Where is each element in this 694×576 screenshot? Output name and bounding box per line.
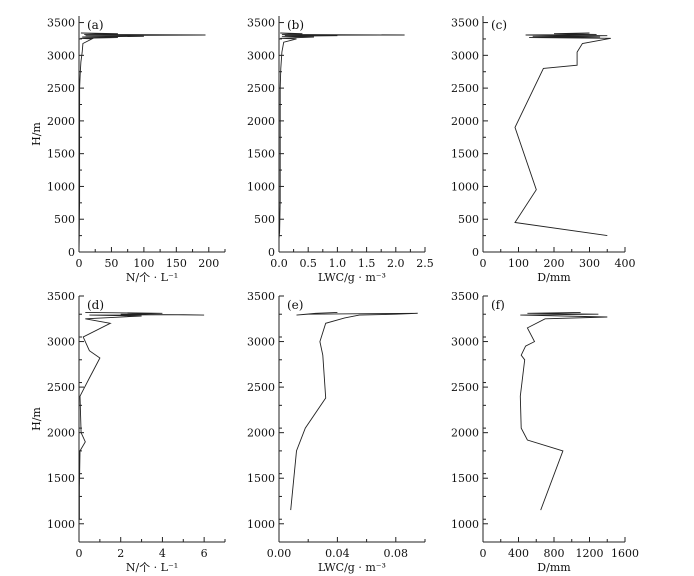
y-tick-label: 3000	[451, 49, 479, 62]
y-tick-label: 3500	[47, 290, 75, 303]
y-tick-label: 1000	[451, 180, 479, 193]
y-tick-label: 1000	[247, 518, 275, 531]
y-tick-label: 1500	[247, 148, 275, 161]
y-tick-label: 2000	[451, 115, 479, 128]
x-tick-label: 0.5	[299, 257, 317, 270]
x-tick-label: 0	[76, 257, 83, 270]
y-tick-label: 2500	[47, 381, 75, 394]
x-tick-label: 150	[166, 257, 187, 270]
x-tick-label: 0.08	[384, 547, 409, 560]
y-tick-label: 500	[254, 213, 275, 226]
x-tick-label: 2.5	[416, 257, 434, 270]
profile-line	[78, 32, 206, 253]
y-tick-label: 2500	[247, 381, 275, 394]
y-tick-label: 0	[472, 246, 479, 259]
y-tick-label: 500	[458, 213, 479, 226]
y-tick-label: 2500	[247, 82, 275, 95]
x-tick-label: 0.0	[270, 257, 288, 270]
x-axis-title: N/个 · L⁻¹	[126, 271, 178, 284]
x-tick-label: 50	[104, 257, 118, 270]
panel-1: 0 500 1000 1500 2000 2500 3000 3500 0 50 100 150 200…	[30, 16, 226, 284]
y-tick-label: 3500	[451, 290, 479, 303]
profile-line	[514, 32, 611, 237]
x-tick-label: 300	[579, 257, 600, 270]
x-tick-label: 800	[544, 547, 565, 560]
y-tick-label: 2000	[247, 427, 275, 440]
panel-3: 0 500 1000 1500 2000 2500 3000 3500 0 100 200 300 40…	[451, 16, 636, 284]
x-tick-label: 400	[508, 547, 529, 560]
y-tick-label: 1000	[47, 518, 75, 531]
x-tick-label: 200	[544, 257, 565, 270]
y-tick-label: 3500	[451, 17, 479, 30]
x-tick-label: 4	[159, 547, 166, 560]
y-tick-label: 500	[54, 213, 75, 226]
x-axis-title: LWC/g · m⁻³	[318, 271, 386, 284]
y-tick-label: 1500	[451, 148, 479, 161]
y-tick-label: 1000	[47, 180, 75, 193]
x-tick-label: 100	[508, 257, 529, 270]
y-tick-label: 3000	[451, 336, 479, 349]
panel-2: 0 500 1000 1500 2000 2500 3000 3500 0.0 0.5 1.0 1.5…	[247, 16, 434, 284]
x-tick-label: 1600	[611, 547, 639, 560]
y-tick-label: 2000	[247, 115, 275, 128]
profile-line	[290, 311, 418, 511]
panel-4: 1000 1500 2000 2500 3000 3500 0 2 4 6 (d) N/个 · L⁻¹…	[30, 290, 226, 574]
y-tick-label: 1000	[247, 180, 275, 193]
y-tick-label: 2500	[47, 82, 75, 95]
panel-6: 1000 1500 2000 2500 3000 3500 0 400 800 1200 1600 (…	[451, 290, 639, 574]
y-tick-label: 2000	[47, 115, 75, 128]
profile-line	[78, 311, 205, 520]
x-axis-title: LWC/g · m⁻³	[318, 561, 386, 574]
x-axis-title: D/mm	[537, 561, 571, 574]
x-axis-title: D/mm	[537, 271, 571, 284]
panel-label: (e)	[287, 298, 303, 312]
x-tick-label: 400	[615, 257, 636, 270]
y-tick-label: 3500	[247, 17, 275, 30]
x-tick-label: 2.0	[387, 257, 405, 270]
y-axis-title: H/m	[30, 407, 43, 431]
y-tick-label: 3500	[47, 17, 75, 30]
y-tick-label: 1500	[47, 472, 75, 485]
x-tick-label: 0	[480, 547, 487, 560]
x-axis-title: N/个 · L⁻¹	[126, 561, 178, 574]
x-tick-label: 0.00	[267, 547, 292, 560]
y-tick-label: 2000	[47, 427, 75, 440]
panel-label: (d)	[87, 298, 104, 312]
y-tick-label: 3000	[247, 336, 275, 349]
x-tick-label: 1.5	[358, 257, 376, 270]
y-tick-label: 1500	[451, 472, 479, 485]
profile-line	[519, 311, 608, 511]
x-tick-label: 2	[117, 547, 124, 560]
y-tick-label: 3000	[47, 336, 75, 349]
panel-label: (a)	[87, 18, 104, 32]
panel-5: 1000 1500 2000 2500 3000 3500 0.00 0.04 0.08 (e) L…	[247, 290, 426, 574]
y-tick-label: 2500	[451, 82, 479, 95]
panel-label: (c)	[491, 18, 507, 32]
x-tick-label: 0	[480, 257, 487, 270]
y-tick-label: 3000	[47, 49, 75, 62]
panel-label: (f)	[491, 298, 505, 312]
y-tick-label: 0	[268, 246, 275, 259]
x-tick-label: 200	[198, 257, 219, 270]
x-tick-label: 1200	[576, 547, 604, 560]
y-tick-label: 3000	[247, 49, 275, 62]
y-tick-label: 1500	[247, 472, 275, 485]
x-tick-label: 100	[133, 257, 154, 270]
y-tick-label: 2500	[451, 381, 479, 394]
y-tick-label: 3500	[247, 290, 275, 303]
profile-line	[278, 32, 405, 239]
panel-label: (b)	[287, 18, 304, 32]
y-tick-label: 2000	[451, 427, 479, 440]
x-tick-label: 1.0	[329, 257, 347, 270]
y-tick-label: 1000	[451, 518, 479, 531]
y-axis-title: H/m	[30, 122, 43, 146]
x-tick-label: 0	[76, 547, 83, 560]
y-tick-label: 0	[68, 246, 75, 259]
x-tick-label: 6	[201, 547, 208, 560]
y-tick-label: 1500	[47, 148, 75, 161]
x-tick-label: 0.04	[325, 547, 350, 560]
